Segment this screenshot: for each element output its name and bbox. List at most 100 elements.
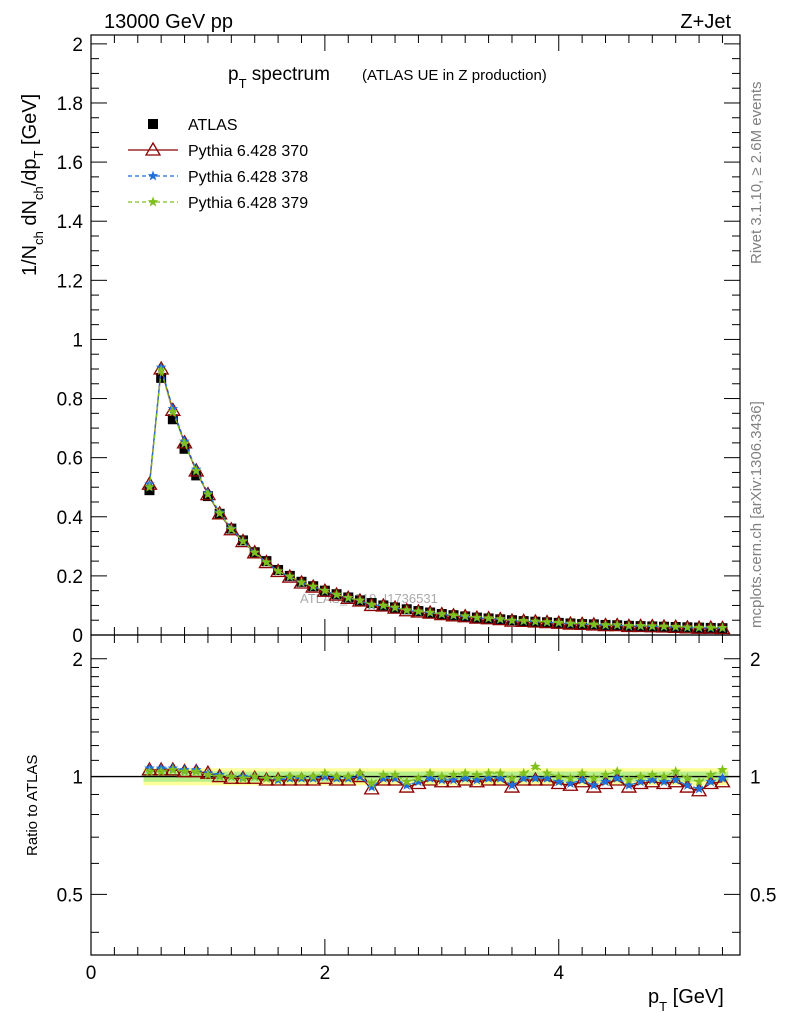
main-data-point [693,622,705,633]
ratio-plot-frame [90,634,741,956]
ratio-data-point [179,766,190,776]
legend-item: ATLAS [148,117,238,134]
ratio-y-tick-label-right: 0.5 [750,885,776,906]
ratio-data-point [565,772,576,783]
ratio-data-point [191,766,202,776]
ratio-data-point [518,772,529,783]
legend-label: Pythia 6.428 378 [188,169,308,186]
ratio-data-point [366,781,377,792]
main-data-point [214,507,225,518]
ratio-y-tick-label: 1 [72,768,83,789]
ratio-data-point [424,772,436,783]
ratio-y-tick-label-right: 2 [750,650,761,671]
legend-label: ATLAS [188,117,238,134]
main-data-point [284,570,296,581]
main-data-point [389,602,401,612]
legend-label: Pythia 6.428 379 [188,195,308,212]
main-data-point [682,621,693,632]
ratio-data-point [655,775,673,790]
ratio-data-point [448,769,459,780]
main-y-tick-label: 1.2 [57,271,83,292]
ratio-data-point [647,774,658,785]
ratio-data-point [702,775,719,790]
ratio-data-point [281,771,298,786]
ratio-data-point [319,767,331,778]
legend-marker [147,196,159,207]
ratio-data-point [237,772,249,783]
ratio-data-point [717,772,728,783]
x-tick-label: 2 [320,963,331,984]
main-series-line [148,367,723,629]
legend-item: Pythia 6.428 370 [128,141,308,160]
ratio-data-point [389,772,401,783]
main-data-point [588,618,600,629]
ratio-data-point [328,771,345,786]
ratio-data-point [693,776,705,787]
ratio-data-point [574,773,591,788]
main-data-point [378,599,389,610]
ratio-data-point [354,771,366,782]
main-data-point [156,372,167,383]
ratio-data-point [305,771,322,786]
main-data-point [261,556,272,567]
ratio-data-point [690,782,708,797]
main-data-point [436,608,448,619]
main-data-point [483,612,494,623]
main-y-tick-label: 0.4 [57,508,84,529]
ratio-data-point [518,767,529,778]
main-data-point [179,443,190,454]
title-spectrum: spectrum [247,64,330,85]
main-data-point [155,364,167,375]
ratio-data-point [413,776,424,787]
ratio-data-point [319,771,331,782]
x-tick-label: 4 [553,963,564,984]
ratio-data-point [553,771,564,782]
ratio-data-point [483,772,494,783]
main-data-point [448,609,459,620]
main-data-point [670,621,681,632]
ratio-data-point [503,778,521,793]
main-data-point [471,612,483,623]
ratio-data-point [717,764,728,775]
ratio-data-point [588,779,600,790]
main-data-point [354,594,366,605]
main-series-group [141,360,731,635]
x-axis-label: pT [GeV] [648,986,724,1014]
mcplots-label: mcplots.cern.ch [arXiv:1306.3436] [748,401,765,628]
ratio-data-point [389,769,401,780]
ratio-data-point [623,774,635,785]
process-label: Z+Jet [680,11,731,33]
main-data-point [459,610,471,621]
ratio-data-point [600,769,611,780]
main-y-tick-label: 0.6 [57,449,83,470]
ratio-data-point [635,776,646,787]
title-p-sub: T [239,76,247,91]
ratio-data-point [670,774,681,785]
ratio-data-point [331,771,342,782]
ratio-data-point [471,774,483,785]
ratio-data-point [436,771,448,782]
main-data-point [495,613,506,624]
ratio-data-point [670,766,681,776]
main-y-tick-label: 1.4 [57,212,84,233]
ratio-data-point [576,767,588,778]
main-data-point [611,619,623,630]
main-y-tick-label: 0.2 [57,567,83,588]
ratio-data-point [433,773,450,788]
ratio-data-point [386,771,404,786]
main-series-line [148,370,723,629]
ratio-data-point [343,771,354,782]
ratio-data-point [226,771,237,782]
main-axis-ticks: 0 0.2 0.4 0.6 0.8 1 1.2 1.4 1.6 1.8 2 [57,35,740,955]
ratio-data-point [296,771,307,782]
main-data-point [576,618,588,629]
ratio-data-point [471,769,483,780]
ratio-data-point [316,769,334,784]
ratio-data-point [553,776,564,787]
main-data-point [179,437,190,448]
ratio-data-point [658,771,670,782]
ratio-data-point [600,776,611,787]
ratio-data-point [588,772,600,783]
ratio-data-point [585,778,602,793]
ratio-data-point [144,766,155,776]
